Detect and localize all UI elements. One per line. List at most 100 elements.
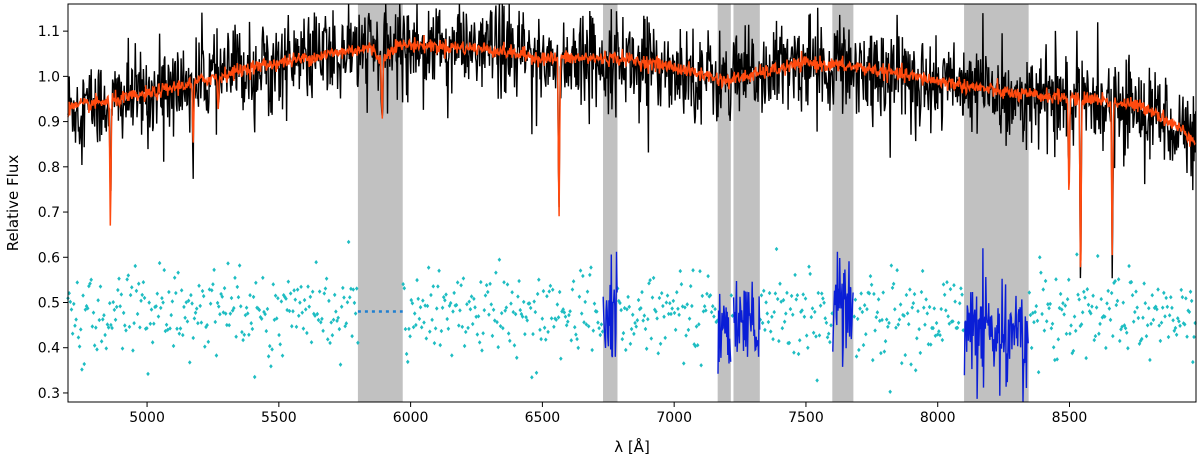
residual-point (499, 310, 504, 316)
residual-point (569, 338, 574, 343)
residual-point (491, 307, 496, 313)
residual-point (940, 337, 945, 343)
residual-point (886, 324, 890, 329)
residual-point (557, 289, 562, 295)
residual-point (434, 306, 439, 311)
residual-point (416, 296, 421, 302)
residual-point (401, 281, 405, 287)
residual-point (1178, 323, 1182, 328)
residual-point (867, 291, 872, 296)
residual-point (713, 306, 717, 312)
residual-point (300, 310, 305, 315)
residual-point (808, 271, 812, 277)
residual-point (177, 331, 182, 336)
residual-point (628, 341, 633, 347)
residual-point (1163, 314, 1167, 319)
residual-point (641, 318, 645, 323)
residual-point (194, 306, 199, 311)
residual-point (890, 285, 895, 291)
x-tick-label: 6000 (393, 410, 429, 426)
residual-point (879, 350, 883, 356)
residual-point (817, 333, 822, 338)
residual-point (506, 331, 511, 336)
residual-point (947, 321, 952, 326)
residual-point (441, 294, 446, 300)
residual-point (1036, 370, 1041, 375)
residual-point (868, 273, 873, 279)
residual-point (351, 287, 356, 292)
residual-point (157, 260, 162, 266)
residual-point (459, 283, 463, 288)
residual-point (1126, 346, 1130, 351)
residual-point (1130, 292, 1135, 298)
residual-point (331, 317, 336, 322)
residual-point (221, 310, 226, 315)
residual-point (1134, 289, 1138, 294)
residual-point (706, 273, 710, 279)
residual-markers (66, 239, 1197, 394)
residual-point (760, 320, 765, 326)
residual-point (342, 295, 346, 300)
residual-point (97, 317, 102, 323)
residual-point (501, 325, 505, 331)
residual-point (586, 324, 591, 329)
residual-point (276, 295, 280, 301)
residual-point (596, 320, 600, 325)
residual-point (121, 310, 126, 316)
residual-point (1041, 287, 1046, 292)
residual-point (270, 347, 274, 352)
residual-point (354, 286, 359, 291)
residual-point (1075, 252, 1079, 257)
residual-point (894, 325, 898, 330)
y-tick-label: 0.7 (38, 205, 60, 221)
residual-point (559, 356, 563, 361)
residual-point (502, 280, 506, 285)
residual-point (915, 336, 919, 341)
residual-point (882, 349, 887, 354)
residual-point (543, 337, 548, 342)
residual-point (281, 292, 286, 298)
residual-point (353, 311, 358, 316)
residual-point (926, 342, 931, 347)
residual-point (286, 279, 291, 284)
residual-point (1129, 279, 1134, 285)
residual-point (1144, 333, 1149, 339)
residual-point (775, 296, 780, 302)
residual-point (452, 290, 456, 296)
residual-point (697, 322, 701, 327)
residual-point (811, 330, 816, 336)
residual-point (218, 312, 222, 317)
y-tick-label: 0.6 (38, 250, 60, 266)
residual-point (564, 323, 569, 328)
residual-point (95, 347, 99, 352)
residual-point (102, 313, 106, 318)
residual-point (201, 293, 206, 299)
residual-point (906, 322, 911, 327)
residual-point (1136, 315, 1141, 321)
residual-point (1162, 290, 1166, 296)
residual-point (432, 340, 437, 346)
residual-point (156, 314, 161, 319)
residual-point (644, 346, 649, 351)
residual-point (306, 284, 310, 289)
residual-point (790, 312, 795, 317)
residual-point (1066, 277, 1071, 282)
residual-point (488, 281, 492, 287)
residual-point (123, 323, 127, 328)
residual-point (170, 299, 175, 304)
residual-point (1091, 293, 1095, 298)
residual-point (804, 333, 809, 338)
residual-point (336, 315, 340, 320)
residual-point (511, 309, 516, 315)
residual-point (1148, 357, 1152, 363)
residual-point (133, 263, 138, 269)
residual-point (683, 305, 687, 310)
residual-point (341, 285, 345, 291)
residual-point (527, 301, 532, 306)
residual-point (436, 284, 440, 289)
residual-point (1188, 289, 1193, 294)
residual-point (1062, 312, 1066, 317)
residual-point (598, 332, 603, 338)
model-spectrum-line (67, 35, 1196, 268)
residual-point (1093, 333, 1098, 339)
